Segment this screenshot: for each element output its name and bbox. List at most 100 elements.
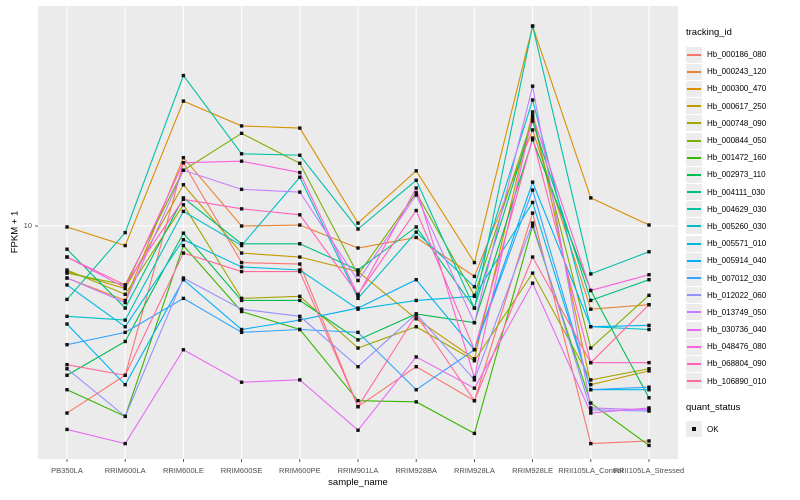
data-point-marker xyxy=(647,406,651,410)
data-point-marker xyxy=(647,439,651,443)
data-point-marker xyxy=(647,396,651,400)
legend-item: Hb_000617_250 xyxy=(686,98,798,115)
legend-item-label: Hb_005914_040 xyxy=(707,256,767,266)
data-point-marker xyxy=(239,327,244,332)
data-point-marker xyxy=(65,271,69,275)
legend-line-swatch-icon xyxy=(687,277,701,280)
data-point-marker xyxy=(239,330,244,335)
legend-item: Hb_106890_010 xyxy=(686,373,798,390)
legend-key xyxy=(686,98,702,115)
data-point-marker xyxy=(123,292,127,297)
data-point-marker xyxy=(239,269,244,274)
legend: tracking_id Hb_000186_080 Hb_000243_120 Hb… xyxy=(686,27,798,438)
legend-items: Hb_000186_080 Hb_000243_120 Hb_000300_470 H… xyxy=(686,46,798,390)
data-point-marker xyxy=(356,273,360,277)
data-point-marker xyxy=(647,443,651,448)
data-point-marker xyxy=(472,320,477,325)
data-point-marker xyxy=(472,294,477,299)
legend-item: Hb_005571_010 xyxy=(686,235,798,252)
legend-line-swatch-icon xyxy=(687,122,701,125)
data-point-marker xyxy=(414,298,418,303)
legend-item: Hb_001472_160 xyxy=(686,149,798,166)
x-tick-label: RRII105LA_Stressed xyxy=(614,466,684,475)
data-point-marker xyxy=(239,131,244,136)
legend-item: Hb_000243_120 xyxy=(686,63,798,80)
data-point-marker xyxy=(239,242,244,246)
data-point-marker xyxy=(647,408,651,412)
legend-key xyxy=(686,235,702,252)
data-point-marker xyxy=(65,314,69,319)
data-point-marker xyxy=(239,298,244,303)
data-point-marker xyxy=(356,227,360,231)
data-point-marker xyxy=(239,260,244,265)
data-point-marker xyxy=(530,180,535,184)
data-point-marker xyxy=(298,255,302,259)
legend-item: Hb_012022_060 xyxy=(686,287,798,304)
x-tick-label: RRIM600LE xyxy=(163,466,204,475)
legend-key xyxy=(686,421,702,438)
data-point-marker xyxy=(414,364,418,369)
data-point-marker xyxy=(65,255,69,259)
data-point-marker xyxy=(65,342,69,347)
data-point-marker xyxy=(647,388,651,392)
data-point-marker xyxy=(239,243,244,248)
legend-item-label: Hb_068804_090 xyxy=(707,359,767,369)
legend-key xyxy=(686,287,702,304)
legend-key xyxy=(686,201,702,218)
y-axis-title: FPKM + 1 xyxy=(9,210,21,254)
data-point-marker xyxy=(181,348,186,352)
legend-item-label: Hb_004629_030 xyxy=(707,204,767,214)
legend-item-label: Hb_000844_050 xyxy=(707,136,767,146)
legend-item: Hb_000186_080 xyxy=(686,46,798,63)
legend-item-label: Hb_013749_050 xyxy=(707,307,767,317)
data-point-marker xyxy=(298,126,302,130)
data-point-marker xyxy=(472,348,477,352)
legend-item: Hb_002973_110 xyxy=(686,166,798,183)
data-point-marker xyxy=(414,191,418,195)
data-point-marker xyxy=(181,183,186,187)
data-point-marker xyxy=(181,276,186,280)
legend-key xyxy=(686,115,702,132)
data-point-marker xyxy=(298,269,302,274)
y-tick-label: 10 xyxy=(23,221,32,230)
data-point-marker xyxy=(181,161,186,165)
data-point-marker xyxy=(239,159,244,163)
data-point-marker xyxy=(181,73,186,78)
data-point-marker xyxy=(356,246,360,250)
data-point-marker xyxy=(123,382,127,387)
legend-line-swatch-icon xyxy=(687,259,701,262)
data-point-marker xyxy=(414,317,418,321)
data-point-marker xyxy=(530,116,535,121)
data-point-marker xyxy=(414,193,418,197)
legend-line-swatch-icon xyxy=(687,87,701,90)
legend-key xyxy=(686,270,702,287)
legend-key xyxy=(686,355,702,372)
data-point-marker xyxy=(181,238,186,242)
data-point-marker xyxy=(65,276,69,280)
data-point-marker xyxy=(530,113,535,118)
data-point-marker xyxy=(530,255,535,259)
data-point-marker xyxy=(414,208,418,213)
data-point-marker xyxy=(181,296,186,301)
data-point-marker xyxy=(356,278,360,283)
data-point-marker xyxy=(123,414,127,419)
data-point-marker xyxy=(589,325,593,329)
legend-key xyxy=(686,373,702,390)
legend-item-label: Hb_000186_080 xyxy=(707,50,767,60)
data-point-marker xyxy=(298,294,302,299)
data-point-marker xyxy=(181,251,186,255)
legend-item-label: Hb_000300_470 xyxy=(707,84,767,94)
data-point-marker xyxy=(65,322,69,326)
x-tick-label: RRIM901LA xyxy=(338,466,379,475)
data-point-marker xyxy=(530,119,535,123)
data-point-marker xyxy=(589,196,593,200)
legend-key xyxy=(686,80,702,97)
data-point-marker xyxy=(65,362,69,367)
data-point-marker xyxy=(647,360,651,365)
data-point-marker xyxy=(298,223,302,227)
data-point-marker xyxy=(530,110,535,114)
data-point-marker xyxy=(472,378,477,382)
data-point-marker xyxy=(239,309,244,314)
legend-line-swatch-icon xyxy=(687,105,701,108)
data-point-marker xyxy=(530,281,535,285)
